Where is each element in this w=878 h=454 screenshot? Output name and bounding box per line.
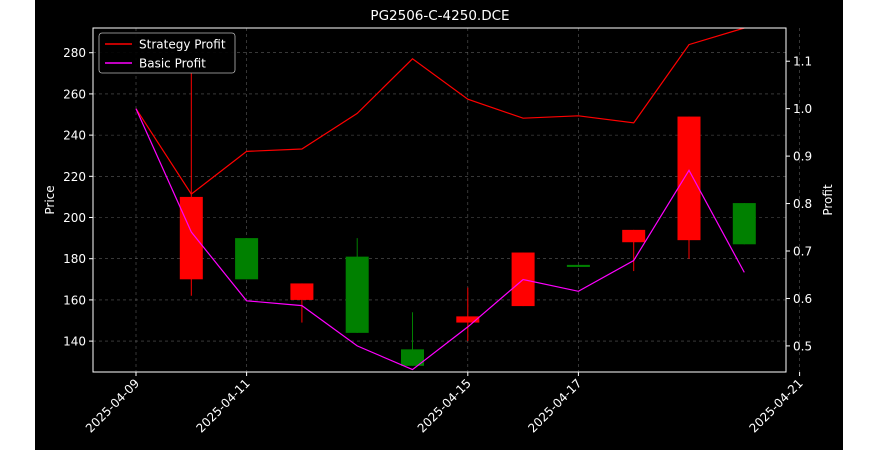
- candle-body: [622, 229, 646, 243]
- profit-lines: [135, 27, 745, 371]
- chart-figure: PG2506-C-4250.DCE 140 160 180 200 220 240 260 2…: [35, 0, 878, 450]
- y-axis-label: Price: [43, 185, 57, 214]
- candle-body: [235, 238, 259, 280]
- legend-box: [98, 32, 236, 74]
- y-tick-label: 140: [63, 335, 86, 349]
- legend: Strategy Profit Basic Profit: [98, 32, 236, 74]
- series-line: [135, 108, 745, 371]
- y-tick-label: 280: [63, 46, 86, 60]
- y2-tick-label: 1.0: [793, 102, 812, 116]
- candle-body: [677, 116, 701, 241]
- candle-body: [732, 203, 756, 245]
- candle-body: [456, 316, 480, 323]
- y2-axis-label: Profit: [821, 184, 835, 216]
- y-tick-label: 200: [63, 211, 86, 225]
- chart-svg: PG2506-C-4250.DCE 140 160 180 200 220 240 260 2…: [43, 8, 878, 435]
- chart-title: PG2506-C-4250.DCE: [370, 8, 509, 24]
- candle-body: [401, 349, 424, 366]
- y2-tick-label: 1.1: [793, 55, 812, 69]
- legend-label: Basic Profit: [139, 57, 206, 71]
- y2-tick-label: 0.7: [793, 245, 812, 259]
- legend-label: Strategy Profit: [139, 38, 226, 52]
- candle-body: [566, 264, 590, 267]
- y-tick-label: 240: [63, 129, 86, 143]
- plot-frame: [92, 27, 787, 373]
- y2-tick-label: 0.5: [793, 339, 812, 353]
- x-tick-label: 2025-04-09: [83, 376, 142, 435]
- y-tick-label: 160: [63, 293, 86, 307]
- y-tick-label: 220: [63, 170, 86, 184]
- y2-tick-label: 0.8: [793, 197, 812, 211]
- y-tick-label: 180: [63, 252, 86, 266]
- candle-body: [290, 283, 314, 300]
- candle-body: [179, 196, 203, 280]
- x-tick-label: 2025-04-17: [525, 376, 584, 435]
- x-tick-label: 2025-04-11: [194, 376, 253, 435]
- y-tick-label: 260: [63, 87, 86, 101]
- axes: 140 160 180 200 220 240 260 280 0.5 0.6 0.7 0.8 0.9 1…: [43, 27, 878, 435]
- x-tick-label: 2025-04-15: [415, 376, 474, 435]
- x-tick-label: 2025-04-21: [747, 376, 806, 435]
- candle-body: [345, 256, 369, 333]
- grid: [93, 28, 800, 372]
- y2-tick-label: 0.6: [793, 292, 812, 306]
- series-line: [135, 27, 745, 195]
- candles: [179, 73, 756, 366]
- y2-tick-label: 0.9: [793, 150, 812, 164]
